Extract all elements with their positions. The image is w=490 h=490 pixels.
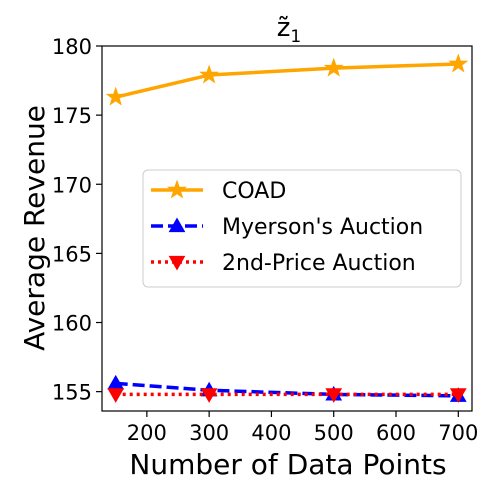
- x-tick-label: 400: [251, 421, 291, 445]
- series-line: [115, 62, 459, 99]
- chart-title-main: z̃: [277, 13, 291, 43]
- legend-label: COAD: [222, 179, 286, 204]
- y-tick-label: 155: [52, 381, 92, 405]
- legend: COAD Myerson's Auction 2nd-Price Auction: [142, 169, 462, 288]
- data-point: [325, 388, 343, 403]
- x-tick-label: 700: [438, 421, 478, 445]
- legend-box: [142, 169, 462, 288]
- legend-entry: Myerson's Auction: [151, 215, 423, 240]
- y-tick-label: 175: [52, 104, 92, 128]
- series-triangle-down: [107, 388, 467, 403]
- series-triangle-up: [107, 374, 467, 402]
- x-tick-label: 300: [189, 421, 229, 445]
- legend-label: 2nd-Price Auction: [222, 251, 416, 276]
- data-point: [107, 388, 125, 403]
- legend-marker: [166, 179, 188, 199]
- data-point: [448, 53, 469, 73]
- data-point: [105, 86, 126, 106]
- series-layer: [105, 53, 469, 403]
- y-tick-label: 160: [52, 312, 92, 336]
- data-point: [200, 388, 218, 403]
- x-tick-label: 500: [314, 421, 354, 445]
- plot-frame: [101, 45, 473, 412]
- y-tick-label: 165: [52, 242, 92, 266]
- x-tick-label: 600: [376, 421, 416, 445]
- y-tick-label: 170: [52, 173, 92, 197]
- axes-layer: [101, 45, 473, 412]
- legend-entry: 2nd-Price Auction: [151, 251, 416, 276]
- chart-title: z̃1: [277, 13, 301, 47]
- y-axis-label: Average Revenue: [18, 105, 51, 351]
- legend-marker: [168, 217, 186, 233]
- ticks-layer: 200 300 400 500 600 700 155 160 165 170 175 180: [52, 35, 478, 445]
- legend-label: Myerson's Auction: [222, 215, 423, 240]
- data-point: [449, 388, 467, 403]
- x-tick-label: 200: [127, 421, 167, 445]
- data-point: [199, 64, 220, 84]
- chart-title-subscript: 1: [290, 27, 301, 47]
- data-point: [323, 57, 344, 77]
- legend-entry: COAD: [151, 179, 286, 204]
- x-axis-label: Number of Data Points: [129, 448, 446, 481]
- y-tick-label: 180: [52, 35, 92, 59]
- legend-marker: [168, 255, 186, 271]
- series-star: [105, 53, 469, 106]
